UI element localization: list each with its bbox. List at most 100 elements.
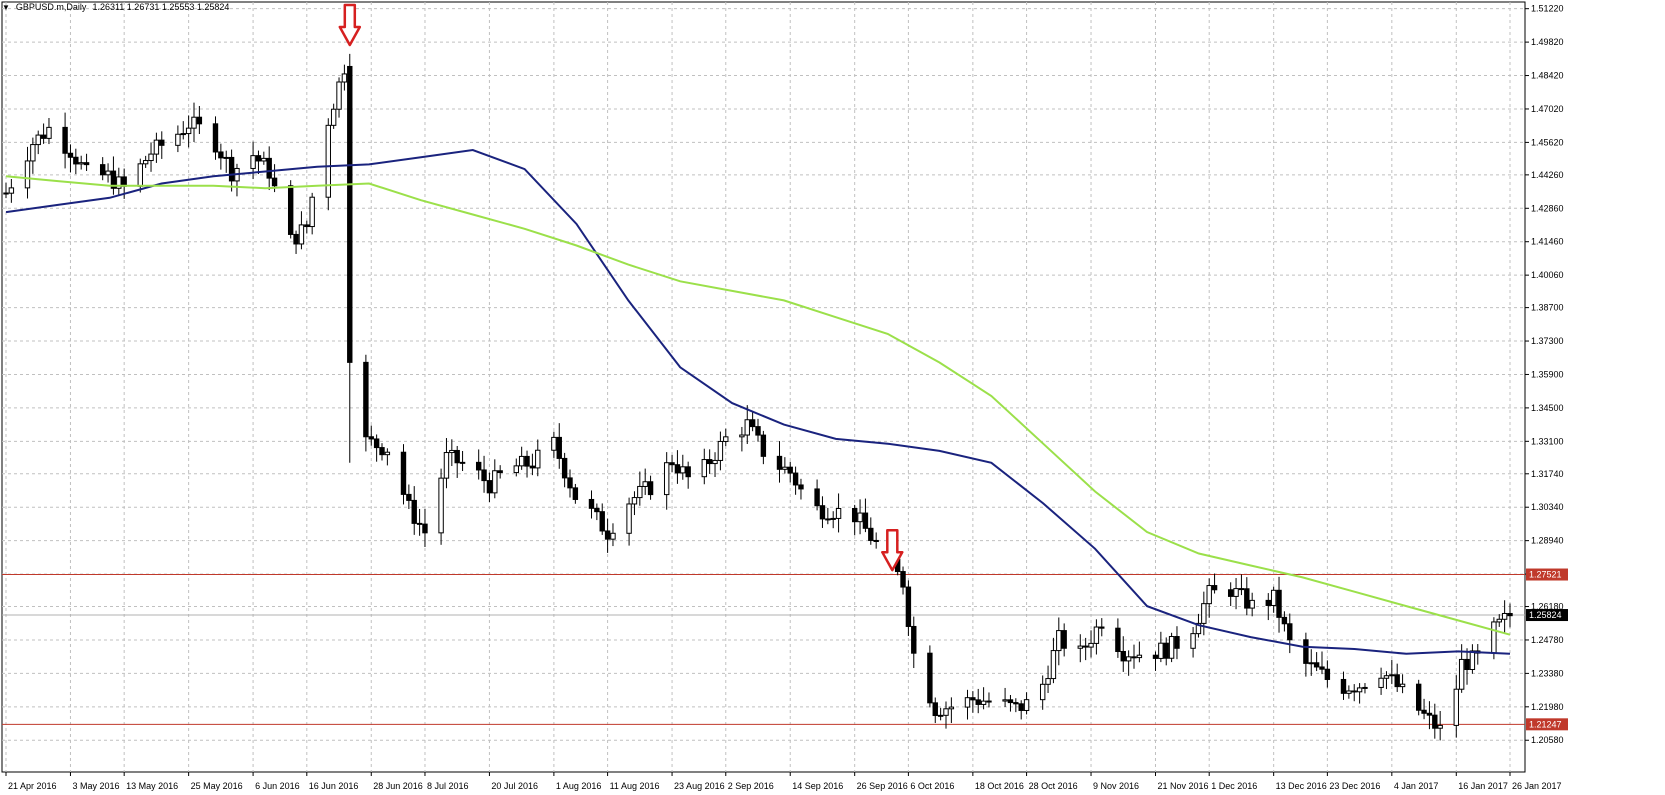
candle-body [1346, 690, 1352, 694]
candle-body [1270, 589, 1277, 606]
candle-body [347, 65, 353, 363]
candle-body [271, 177, 278, 187]
candle-body [970, 697, 976, 701]
candle-body [932, 702, 938, 717]
candle-body [191, 116, 197, 129]
candle-body [1163, 642, 1169, 659]
candle-body [153, 139, 160, 155]
candle-body [1136, 654, 1143, 659]
candle-body [497, 470, 503, 474]
candle-body [1399, 683, 1406, 688]
candle-body [1491, 621, 1497, 654]
candle-body [1007, 699, 1014, 704]
candle-body [62, 126, 68, 154]
x-tick-label: 13 May 2016 [126, 781, 178, 791]
candle-body [739, 434, 745, 438]
candle-body [787, 466, 793, 474]
candle-body [1190, 633, 1196, 649]
ma-slow-line [5, 175, 1511, 636]
candle-body [438, 477, 444, 534]
current-price-badge-bg [1526, 609, 1568, 622]
candle-body [1244, 588, 1250, 609]
candle-body [1233, 588, 1239, 597]
candle-body [298, 224, 305, 245]
candle-body [529, 465, 536, 469]
candle-body [604, 530, 611, 540]
x-tick-label: 2 Sep 2016 [728, 781, 774, 791]
candle-body [1099, 626, 1105, 629]
candle-body [325, 124, 331, 198]
y-tick-label: 1.51220 [1531, 4, 1564, 14]
candle-body [674, 464, 681, 474]
candle-body [400, 451, 407, 495]
candle-body [449, 449, 455, 454]
x-tick-label: 20 Jul 2016 [491, 781, 538, 791]
candle-body [266, 157, 272, 179]
candle-body [798, 484, 804, 490]
candle-body [1340, 678, 1347, 694]
candle-body [782, 466, 788, 470]
candle-body [40, 134, 47, 139]
candle-body [1077, 645, 1083, 649]
candle-body [1415, 683, 1422, 711]
x-tick-label: 21 Nov 2016 [1157, 781, 1208, 791]
candle-body [261, 157, 267, 162]
candle-body [105, 170, 111, 176]
candle-body [1426, 712, 1433, 716]
candle-body [416, 522, 423, 525]
candle-body [814, 488, 820, 507]
candle-body [637, 485, 643, 499]
x-tick-label: 13 Dec 2016 [1276, 781, 1327, 791]
candle-body [1115, 627, 1121, 652]
candle-body [309, 196, 315, 228]
candle-body [35, 134, 41, 146]
candle-body [830, 517, 836, 520]
candle-body [1039, 683, 1046, 701]
candle-body [411, 499, 417, 524]
candle-body [1351, 690, 1357, 693]
candle-body [492, 470, 498, 494]
candle-body [250, 155, 256, 169]
candle-body [175, 133, 181, 146]
level-price-badge-bg [1526, 568, 1568, 581]
x-tick-label: 16 Jan 2017 [1458, 781, 1508, 791]
level-price-badge: 1.21247 [1529, 719, 1562, 729]
candle-body [304, 224, 310, 228]
candle-body [1308, 662, 1314, 665]
candle-body [137, 163, 143, 187]
candle-body [518, 455, 525, 467]
candle-body [341, 73, 348, 83]
candle-body [1458, 658, 1465, 690]
candle-body [776, 455, 783, 470]
candle-body [475, 461, 482, 471]
candle-body [481, 469, 487, 482]
candle-body [792, 472, 799, 486]
candle-body [610, 532, 616, 540]
horizontal-lines [2, 574, 1525, 725]
candle-body [1158, 642, 1164, 659]
candle-body [148, 153, 154, 162]
candle-body [486, 480, 493, 494]
x-tick-label: 18 Oct 2016 [975, 781, 1024, 791]
candle-body [1206, 585, 1212, 605]
candle-body [218, 151, 224, 159]
candle-body [594, 507, 600, 513]
candle-body [83, 162, 90, 166]
candle-body [631, 497, 638, 505]
collapse-triangle-icon[interactable]: ▼ [2, 2, 10, 12]
y-tick-label: 1.23380 [1531, 668, 1564, 678]
candle-body [1002, 699, 1008, 702]
y-tick-label: 1.20580 [1531, 735, 1564, 745]
candle-body [8, 187, 15, 194]
x-tick-label: 1 Dec 2016 [1211, 781, 1257, 791]
candle-body [626, 503, 632, 534]
candle-body [1125, 656, 1132, 662]
x-tick-label: 28 Oct 2016 [1029, 781, 1078, 791]
candle-body [835, 507, 842, 519]
x-tick-label: 6 Oct 2016 [910, 781, 954, 791]
y-tick-label: 1.44260 [1531, 170, 1564, 180]
candle-body [755, 426, 761, 436]
candle-body [927, 652, 933, 704]
candle-body [110, 170, 117, 189]
